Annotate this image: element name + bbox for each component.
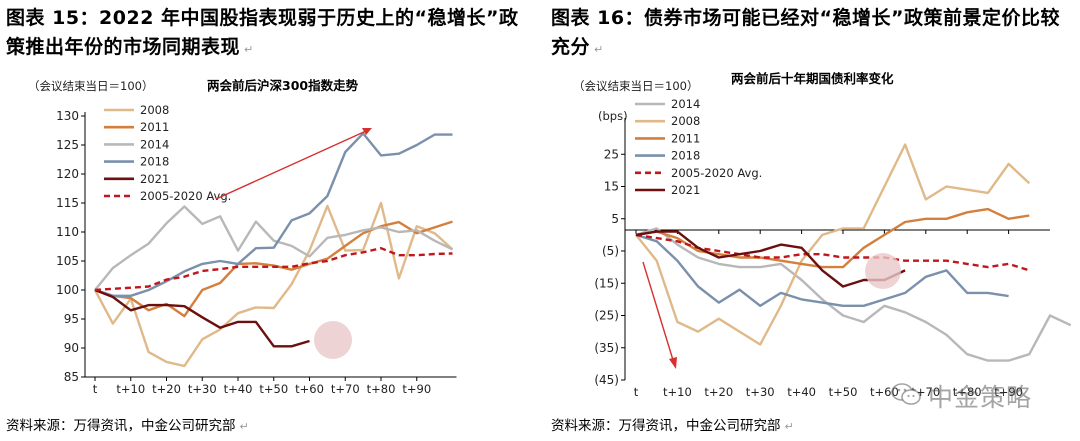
x-tick-label: t+10 — [663, 385, 692, 399]
series-line-2008 — [93, 201, 454, 368]
legend-label-2018: 2018 — [140, 155, 169, 169]
highlight-circle — [314, 321, 352, 359]
series-line-2021 — [635, 230, 906, 288]
y-tick-label: (35) — [594, 341, 619, 355]
unit-label: （会议结束当日＝100） — [28, 79, 153, 93]
y-tick-label: (5) — [602, 244, 619, 258]
x-tick-label: t+10 — [116, 382, 145, 396]
trend-arrow-line — [215, 130, 367, 200]
y-tick-label: 105 — [56, 254, 79, 268]
right-figure-title: 图表 16：债券市场可能已经对“稳增长”政策前景定价比较充分 ↵ — [551, 7, 1061, 58]
right-source-note: 资料来源：万得资讯，中金公司研究部 ↵ — [551, 418, 794, 434]
y-tick-label: 125 — [56, 138, 79, 152]
unit-label: （会议结束当日＝100） — [573, 79, 698, 93]
watermark-text: 中金策略 — [928, 383, 1033, 412]
x-tick-label: t+90 — [402, 382, 431, 396]
chart-title: 两会前后十年期国债利率变化 — [731, 71, 894, 86]
x-tick-label: t+90 — [994, 385, 1023, 399]
y-tick-label: 95 — [64, 312, 79, 326]
series-line-2014 — [94, 205, 454, 291]
y-tick-label: 25 — [604, 147, 619, 161]
legend-label-2005-2020-avg: 2005-2020 Avg. — [671, 166, 762, 180]
left-source-note: 资料来源：万得资讯，中金公司研究部 ↵ — [6, 418, 249, 434]
x-tick-label: t — [93, 382, 98, 396]
x-tick-label: t+20 — [152, 382, 181, 396]
legend-label-2011: 2011 — [671, 131, 700, 145]
series-line-2018 — [635, 233, 1009, 307]
y-tick-label: (25) — [594, 309, 619, 323]
x-tick-label: t+80 — [953, 385, 982, 399]
series-line-2005-2020-avg — [94, 247, 453, 292]
left-figure: 图表 15：2022 年中国股指表现弱于历史上的“稳增长”政策推出年份的市场同期… — [0, 0, 530, 441]
chart-title: 两会前后沪深300指数走势 — [207, 78, 359, 93]
series-line-2021 — [94, 288, 310, 348]
x-tick-label: t+40 — [787, 385, 816, 399]
x-tick-label: t+30 — [188, 382, 217, 396]
y-tick-label: (45) — [594, 373, 619, 387]
series-line-2018 — [94, 132, 453, 297]
x-tick-label: t+50 — [259, 382, 288, 396]
y-tick-label: 90 — [64, 341, 79, 355]
x-tick-label: t+50 — [829, 385, 858, 399]
legend-label-2014: 2014 — [140, 137, 169, 151]
legend-label-2005-2020-avg: 2005-2020 Avg. — [140, 189, 231, 203]
legend-label-2011: 2011 — [140, 120, 169, 134]
series-line-2014 — [635, 227, 1072, 362]
trend-arrow-head — [362, 128, 372, 135]
legend-label-2018: 2018 — [671, 149, 700, 163]
watermark: 中金策略 — [888, 376, 1068, 412]
x-tick-label: t+80 — [367, 382, 396, 396]
series-line-2011 — [635, 207, 1030, 269]
right-figure: 图表 16：债券市场可能已经对“稳增长”政策前景定价比较充分 ↵ （会议结束当日＝… — [545, 0, 1075, 441]
trend-arrow-line — [642, 261, 674, 361]
y-tick-label: (15) — [594, 276, 619, 290]
y-tick-label: 15 — [604, 180, 619, 194]
y-tick-label: 110 — [56, 225, 79, 239]
highlight-circle — [865, 253, 901, 289]
x-tick-label: t+40 — [224, 382, 253, 396]
y-tick-label: 115 — [56, 196, 79, 210]
y-tick-label: 100 — [56, 283, 79, 297]
x-tick-label: t+60 — [870, 385, 899, 399]
y-tick-label: 5 — [611, 212, 619, 226]
y-tick-label: 130 — [56, 109, 79, 123]
series-line-2011 — [94, 220, 453, 318]
y-axis-unit: (bps) — [598, 109, 628, 123]
wechat-icon — [891, 383, 921, 405]
y-tick-label: 120 — [56, 167, 79, 181]
x-tick-label: t+60 — [295, 382, 324, 396]
legend-label-2021: 2021 — [671, 183, 700, 197]
legend-label-2014: 2014 — [671, 97, 700, 111]
y-tick-label: 85 — [64, 370, 79, 384]
left-chart: （会议结束当日＝100） 两会前后沪深300指数走势 85 90 95 100 105 110… — [28, 78, 457, 396]
legend-label-2021: 2021 — [140, 172, 169, 186]
right-chart: （会议结束当日＝100） (bps) 两会前后十年期国债利率变化 (45) (35) (2… — [573, 71, 1072, 399]
x-tick-label: t+30 — [746, 385, 775, 399]
series-line-2005-2020-avg — [635, 233, 1030, 272]
x-tick-label: t+20 — [704, 385, 733, 399]
x-tick-label: t+70 — [331, 382, 360, 396]
series-line-2008 — [635, 143, 1031, 346]
left-figure-title: 图表 15：2022 年中国股指表现弱于历史上的“稳增长”政策推出年份的市场同期… — [6, 7, 519, 58]
x-tick-label: t — [634, 385, 639, 399]
trend-arrow-head — [669, 357, 677, 369]
legend-label-2008: 2008 — [140, 103, 169, 117]
legend-label-2008: 2008 — [671, 114, 700, 128]
